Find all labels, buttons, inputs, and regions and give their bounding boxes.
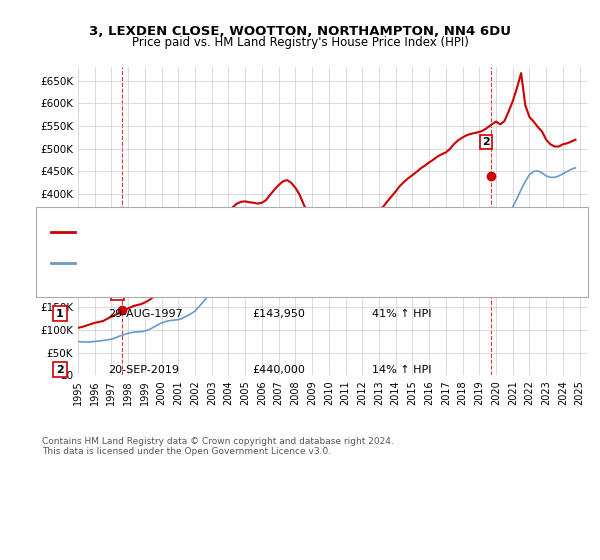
Text: 2: 2 <box>56 365 64 375</box>
Text: 3, LEXDEN CLOSE, WOOTTON, NORTHAMPTON, NN4 6DU (detached house): 3, LEXDEN CLOSE, WOOTTON, NORTHAMPTON, N… <box>79 227 453 237</box>
Text: £143,950: £143,950 <box>252 309 305 319</box>
Text: 2: 2 <box>482 137 490 147</box>
Text: 20-SEP-2019: 20-SEP-2019 <box>108 365 179 375</box>
Text: Contains HM Land Registry data © Crown copyright and database right 2024.
This d: Contains HM Land Registry data © Crown c… <box>42 437 394 456</box>
Text: 3, LEXDEN CLOSE, WOOTTON, NORTHAMPTON, NN4 6DU: 3, LEXDEN CLOSE, WOOTTON, NORTHAMPTON, N… <box>89 25 511 38</box>
Text: 29-AUG-1997: 29-AUG-1997 <box>108 309 183 319</box>
Text: 41% ↑ HPI: 41% ↑ HPI <box>372 309 431 319</box>
Text: 14% ↑ HPI: 14% ↑ HPI <box>372 365 431 375</box>
Text: £440,000: £440,000 <box>252 365 305 375</box>
Text: HPI: Average price, detached house, West Northamptonshire: HPI: Average price, detached house, West… <box>79 258 382 268</box>
Text: 1: 1 <box>113 288 121 298</box>
Text: 1: 1 <box>56 309 64 319</box>
Text: Price paid vs. HM Land Registry's House Price Index (HPI): Price paid vs. HM Land Registry's House … <box>131 36 469 49</box>
